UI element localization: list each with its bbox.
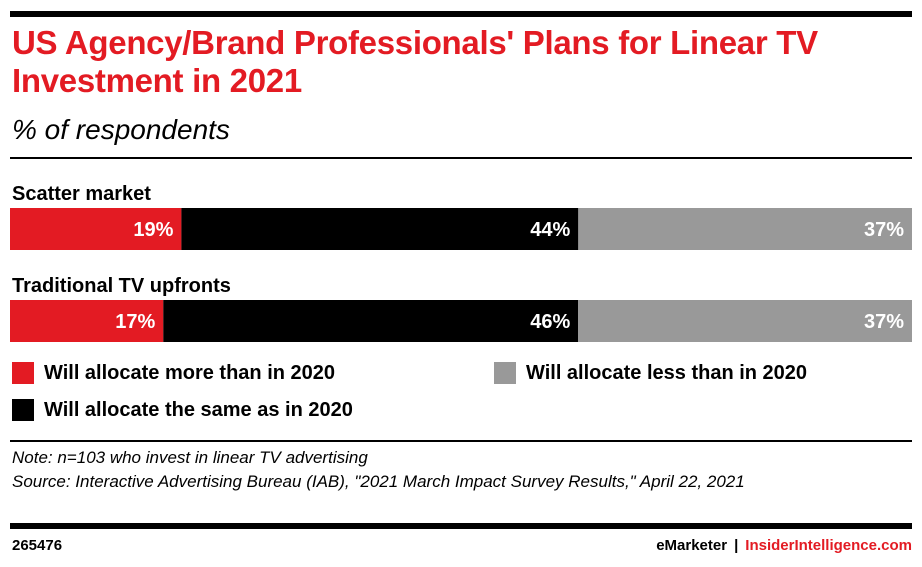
legend-swatch-same bbox=[12, 399, 34, 421]
note-text: Note: n=103 who invest in linear TV adve… bbox=[12, 448, 368, 467]
footer-brand: eMarketer | InsiderIntelligence.com bbox=[656, 537, 912, 554]
header-divider bbox=[10, 157, 912, 159]
bar-segment bbox=[10, 300, 164, 342]
legend-swatch-more bbox=[12, 362, 34, 384]
bar-value-label: 46% bbox=[530, 311, 570, 333]
chart-subtitle: % of respondents bbox=[12, 114, 230, 145]
stacked-bar-chart: 19% 44% 37% 17% 46% 37% bbox=[10, 208, 912, 342]
chart-id: 265476 bbox=[12, 537, 63, 554]
bar-value-label: 17% bbox=[115, 311, 155, 333]
source-text: Source: Interactive Advertising Bureau (… bbox=[12, 472, 745, 491]
category-label-traditional-tv-upfronts: Traditional TV upfronts bbox=[12, 275, 231, 297]
notes-block: Note: n=103 who invest in linear TV adve… bbox=[12, 446, 907, 494]
top-rule bbox=[10, 11, 912, 17]
legend-item-more: Will allocate more than in 2020 bbox=[12, 361, 335, 385]
bar-value-label: 37% bbox=[864, 219, 904, 241]
bar-value-label: 19% bbox=[133, 219, 173, 241]
bar-segment bbox=[578, 300, 912, 342]
legend-item-same: Will allocate the same as in 2020 bbox=[12, 398, 353, 422]
bar-segment bbox=[163, 300, 579, 342]
bar-segment bbox=[10, 208, 182, 250]
legend-item-less: Will allocate less than in 2020 bbox=[494, 361, 807, 385]
brand-separator: | bbox=[734, 537, 739, 554]
chart-title: US Agency/Brand Professionals' Plans for… bbox=[12, 24, 818, 99]
bar-segment bbox=[181, 208, 579, 250]
legend-swatch-less bbox=[494, 362, 516, 384]
bar-value-label: 44% bbox=[530, 219, 570, 241]
bottom-rule bbox=[10, 523, 912, 529]
legend-label-less: Will allocate less than in 2020 bbox=[526, 362, 808, 384]
bar-segment bbox=[578, 208, 912, 250]
legend-label-same: Will allocate the same as in 2020 bbox=[44, 399, 353, 421]
category-label-scatter-market: Scatter market bbox=[12, 183, 151, 205]
footer-divider bbox=[10, 440, 912, 442]
bar-value-label: 37% bbox=[864, 311, 904, 333]
legend-label-more: Will allocate more than in 2020 bbox=[44, 362, 336, 384]
emarketer-brand: eMarketer bbox=[656, 537, 728, 554]
insider-intelligence-link[interactable]: InsiderIntelligence.com bbox=[745, 537, 912, 554]
